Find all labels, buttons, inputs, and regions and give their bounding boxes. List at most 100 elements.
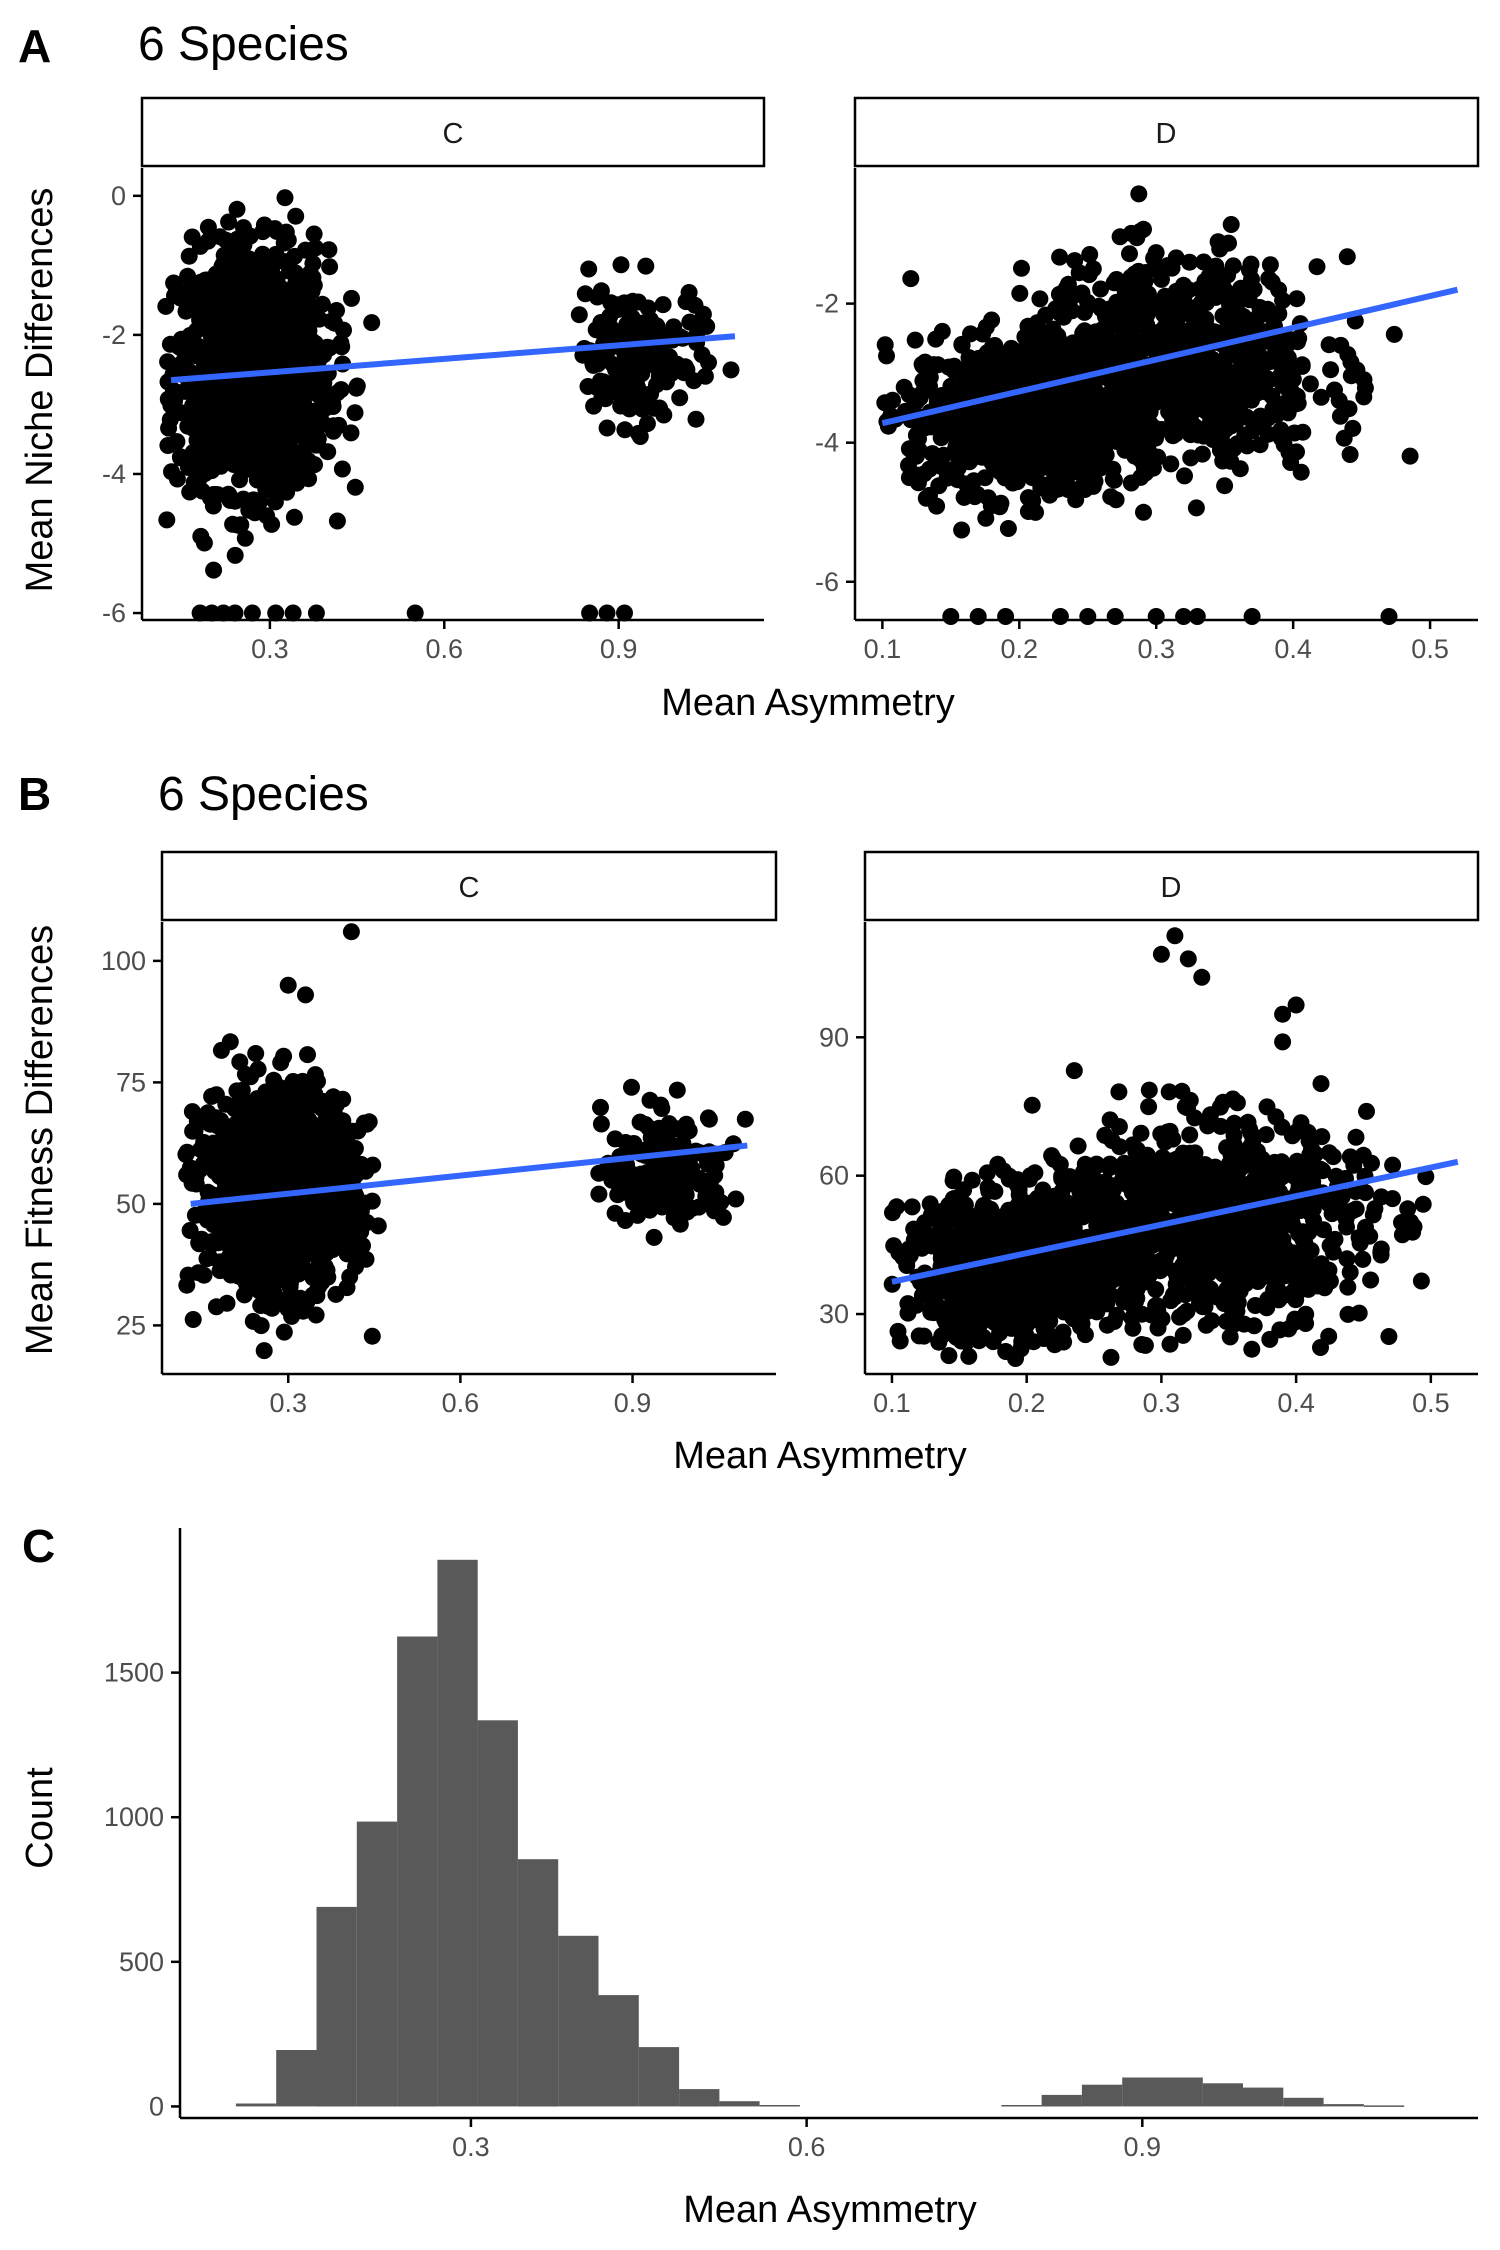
panel-a-facet-c-point bbox=[654, 296, 672, 314]
panel-a-facet-c-points bbox=[157, 189, 740, 622]
panel-a-facet-d-point bbox=[1243, 608, 1261, 625]
panel-a-facet-c-point bbox=[205, 561, 223, 579]
panel-a-facet-c-point bbox=[290, 378, 307, 396]
panel-a-facet-d-point bbox=[990, 428, 1008, 446]
panel-a-facet-d-point bbox=[1188, 608, 1206, 625]
panel-a-facet-c-point bbox=[625, 312, 643, 330]
panel-b-facet-c-point bbox=[341, 1268, 359, 1286]
panel-a-facet-c-point bbox=[179, 267, 197, 285]
panel-a-facet-d-point bbox=[1194, 369, 1212, 387]
panel-a-facet-d-point bbox=[1152, 380, 1170, 398]
panel-b-facet-c-point bbox=[256, 1094, 274, 1112]
panel-a: A 6 Species Mean Niche Differences Mean … bbox=[18, 18, 1480, 724]
panel-b-title: 6 Species bbox=[158, 768, 369, 821]
panel-a-facet-c-point bbox=[307, 604, 325, 622]
panel-a-facet-d-point bbox=[1164, 410, 1182, 428]
panel-a-facet-d-point bbox=[1332, 336, 1350, 354]
panel-b-facet-c-point bbox=[265, 1071, 283, 1089]
panel-a-facet-c-x-tick-label: 0.9 bbox=[600, 634, 638, 664]
panel-a-facet-d-point bbox=[1088, 458, 1106, 476]
panel-b-facet-c-point bbox=[284, 1117, 302, 1135]
panel-b-facet-c-point bbox=[203, 1087, 221, 1105]
panel-a-facet-d-point bbox=[1066, 252, 1084, 270]
panel-b-facet-d-strip bbox=[863, 850, 1480, 922]
panel-a-facet-d-point bbox=[1081, 246, 1099, 263]
panel-b-facet-c-point bbox=[673, 1203, 691, 1221]
panel-a-facet-d-point bbox=[1002, 339, 1020, 357]
panel-b-facet-c-point bbox=[315, 1196, 332, 1214]
panel-a-facet-c-point bbox=[199, 442, 217, 460]
panel-a-facet-d-point bbox=[935, 459, 953, 476]
panel-a-facet-c-point bbox=[263, 481, 281, 499]
panel-a-facet-c-point bbox=[236, 529, 254, 547]
panel-a-facet-d-point bbox=[1245, 351, 1263, 369]
panel-a-facet-c-point bbox=[320, 241, 338, 259]
panel-a-facet-d-point bbox=[953, 521, 971, 539]
panel-b-facet-c-point bbox=[281, 1278, 299, 1296]
panel-a-facet-d-point bbox=[1051, 248, 1069, 266]
panel-a-facet-c-point bbox=[220, 213, 238, 231]
panel-a-facet-c-point bbox=[343, 289, 360, 307]
panel-b-facet-c-point bbox=[244, 1312, 262, 1330]
panel-b-facet-c-point bbox=[645, 1228, 663, 1246]
panel-a-facet-c-point bbox=[612, 256, 630, 274]
panel-a-facet-d-point bbox=[928, 497, 946, 515]
panel-a-facet-c-point bbox=[299, 457, 317, 475]
panel-b-y-axis-title: Mean Fitness Differences bbox=[19, 925, 61, 1355]
panel-b-facet-c-point bbox=[277, 1133, 295, 1151]
panel-b-facet-c-point bbox=[307, 1146, 325, 1164]
panel-b-facet-c-point bbox=[231, 1053, 249, 1071]
panel-a-facet-d-strip bbox=[853, 96, 1480, 168]
panel-a-facet-d-point bbox=[945, 362, 963, 380]
panel-a-facet-d-point bbox=[973, 436, 991, 454]
panel-a-facet-c-point bbox=[595, 373, 613, 391]
panel-b-facet-c-point bbox=[216, 1120, 234, 1138]
panel-b-facet-c-point bbox=[299, 1046, 316, 1064]
panel-b-facet-c-x-tick-label: 0.3 bbox=[269, 1388, 307, 1418]
panel-a-facet-d-point bbox=[1019, 489, 1037, 507]
panel-a-facet-d-point bbox=[1335, 429, 1353, 447]
panel-a-facet-c-point bbox=[598, 419, 616, 437]
panel-a-facet-d-point bbox=[1126, 344, 1144, 361]
panel-a-facet-d-point bbox=[1045, 324, 1063, 342]
panel-b-facet-c-point bbox=[203, 1203, 221, 1221]
panel-a-facet-c-point bbox=[671, 389, 689, 407]
panel-a-facet-c-point bbox=[668, 355, 686, 373]
panel-a-facet-c-point bbox=[180, 247, 198, 265]
panel-b-facet-d-points bbox=[883, 927, 1435, 1367]
panel-a-facet-d-point bbox=[1195, 325, 1213, 343]
panel-a-facet-c-point bbox=[232, 351, 250, 368]
panel-b-facet-c-point bbox=[653, 1100, 671, 1117]
panel-a-facet-d-point bbox=[1263, 387, 1281, 405]
panel-a-facet-d-point bbox=[977, 509, 995, 527]
panel-a-facet-c-y-tick-label: -2 bbox=[102, 320, 126, 350]
panel-a-facet-d-point bbox=[1049, 384, 1067, 402]
panel-a-facet-d-point bbox=[1121, 245, 1138, 263]
panel-a-facet-c-point bbox=[616, 381, 634, 399]
panel-a-facet-d-point bbox=[1084, 260, 1102, 278]
panel-b-facet-c-point bbox=[223, 1166, 241, 1184]
panel-b-facet-c-point bbox=[211, 1253, 229, 1271]
panel-a-facet-c-point bbox=[195, 534, 213, 552]
panel-a-facet-c-point bbox=[176, 382, 194, 400]
panel-a-facet-d-point bbox=[1079, 608, 1097, 625]
panel-a-facet-c-point bbox=[333, 338, 351, 356]
panel-a-facet-d-point bbox=[1122, 224, 1140, 242]
panel-a-facet-d-point bbox=[1092, 280, 1110, 298]
panel-a-facet-d-point bbox=[1120, 394, 1138, 412]
panel-b-facet-c-point bbox=[334, 1206, 352, 1224]
panel-a-facet-d-point bbox=[1074, 409, 1092, 427]
panel-a-facet-d-point bbox=[1138, 399, 1156, 417]
panel-b-facet-c-point bbox=[237, 1128, 255, 1146]
panel-b: B 6 Species Mean Fitness Differences Mea… bbox=[18, 768, 1480, 1477]
panel-a-facet-d-point bbox=[932, 429, 950, 447]
panel-b-facet-c-point bbox=[673, 1170, 691, 1188]
panel-a-facet-d-point bbox=[1068, 342, 1086, 360]
panel-a-facet-c-point bbox=[285, 508, 303, 526]
panel-a-facet-d-point bbox=[1275, 436, 1293, 454]
panel-a-facet-d-point bbox=[958, 360, 976, 378]
panel-b-facet-c-point bbox=[363, 1327, 381, 1345]
panel-a-facet-d-point bbox=[1279, 349, 1297, 367]
panel-a-facet-c-point bbox=[276, 189, 294, 207]
panel-a-facet-d-point bbox=[1130, 185, 1148, 203]
